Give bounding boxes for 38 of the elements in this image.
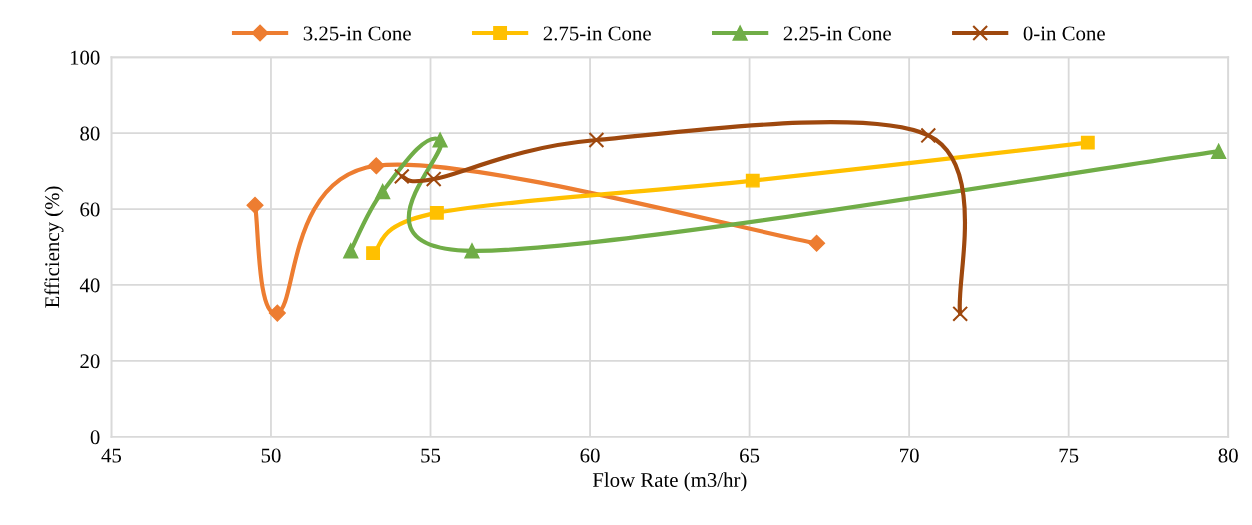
point [268, 304, 286, 322]
y-tick-label: 0 [90, 430, 100, 445]
y-tick-label: 60 [80, 202, 100, 217]
x-tick-label: 80 [1218, 448, 1238, 463]
point [432, 132, 448, 148]
x-tick-label: 50 [261, 448, 281, 463]
point [429, 205, 444, 220]
y-tick-label: 40 [79, 278, 100, 293]
point [425, 171, 442, 188]
legend-label: 0-in Cone [1023, 26, 1105, 41]
legend-label: 3.25-in Cone [303, 26, 411, 41]
point [745, 173, 760, 188]
x-tick-label: 45 [101, 448, 122, 463]
point [1210, 143, 1227, 159]
point [366, 246, 381, 261]
y-tick-label: 80 [80, 126, 100, 141]
y-axis-title: Efficiency (%) [44, 186, 64, 308]
point [588, 131, 605, 148]
point [246, 196, 264, 214]
point [464, 243, 480, 259]
x-axis-title: Flow Rate (m3/hr) [592, 472, 747, 492]
point [808, 234, 826, 252]
point [1080, 135, 1095, 150]
point [367, 157, 385, 175]
point [343, 243, 359, 259]
legend-label: 2.25-in Cone [783, 26, 891, 41]
x-tick-label: 60 [580, 448, 600, 463]
point [393, 168, 410, 185]
y-tick-label: 100 [70, 50, 100, 65]
x-tick-label: 55 [421, 448, 441, 463]
x-tick-label: 75 [1059, 448, 1079, 463]
point [952, 305, 969, 322]
y-tick-label: 20 [80, 354, 100, 369]
point [920, 127, 937, 144]
point [375, 183, 391, 200]
x-tick-label: 65 [740, 448, 760, 463]
legend-label: 2.75-in Cone [543, 26, 651, 41]
x-tick-label: 70 [900, 448, 919, 463]
